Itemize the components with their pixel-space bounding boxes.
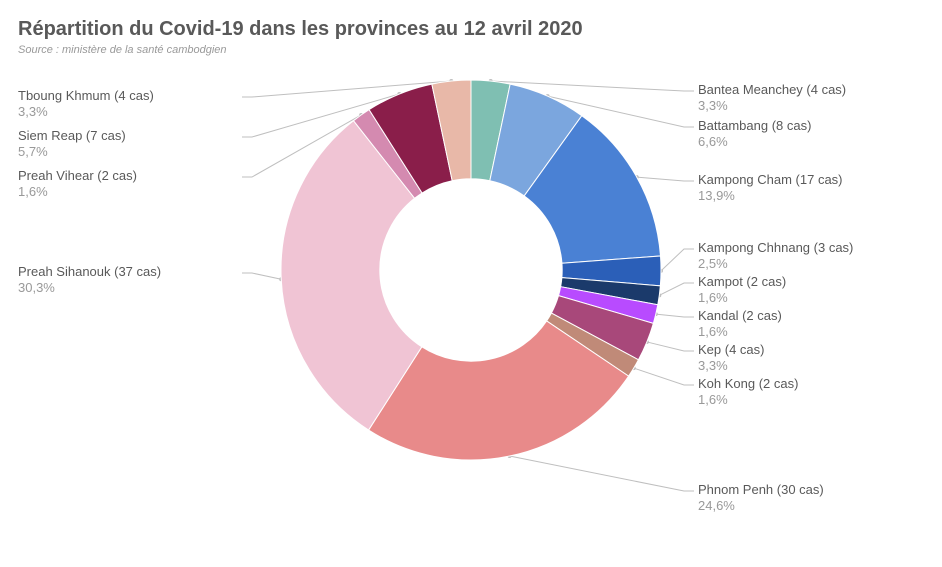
donut-chart <box>271 70 671 470</box>
label-kchhnang: Kampong Chhnang (3 cas)2,5% <box>698 240 853 273</box>
label-pct: 13,9% <box>698 188 843 204</box>
label-pp: Phnom Penh (30 cas)24,6% <box>698 482 824 515</box>
label-pct: 1,6% <box>698 392 798 408</box>
label-pct: 3,3% <box>698 358 764 374</box>
label-psihanouk: Preah Sihanouk (37 cas)30,3% <box>18 264 238 297</box>
label-pct: 1,6% <box>698 324 782 340</box>
label-siemreap: Siem Reap (7 cas)5,7% <box>18 128 238 161</box>
label-name: Preah Vihear (2 cas) <box>18 168 238 184</box>
label-kep: Kep (4 cas)3,3% <box>698 342 764 375</box>
label-kampot: Kampot (2 cas)1,6% <box>698 274 786 307</box>
label-name: Koh Kong (2 cas) <box>698 376 798 392</box>
label-pct: 30,3% <box>18 280 238 296</box>
label-pct: 3,3% <box>18 104 238 120</box>
label-name: Phnom Penh (30 cas) <box>698 482 824 498</box>
label-name: Kampong Cham (17 cas) <box>698 172 843 188</box>
label-bantea: Bantea Meanchey (4 cas)3,3% <box>698 82 846 115</box>
label-kandal: Kandal (2 cas)1,6% <box>698 308 782 341</box>
label-pct: 5,7% <box>18 144 238 160</box>
label-name: Battambang (8 cas) <box>698 118 811 134</box>
label-pct: 1,6% <box>18 184 238 200</box>
label-pct: 24,6% <box>698 498 824 514</box>
label-pct: 3,3% <box>698 98 846 114</box>
label-name: Siem Reap (7 cas) <box>18 128 238 144</box>
label-name: Tboung Khmum (4 cas) <box>18 88 238 104</box>
label-battambang: Battambang (8 cas)6,6% <box>698 118 811 151</box>
label-name: Kep (4 cas) <box>698 342 764 358</box>
label-pvihear: Preah Vihear (2 cas)1,6% <box>18 168 238 201</box>
label-name: Kandal (2 cas) <box>698 308 782 324</box>
chart-source: Source : ministère de la santé cambodgie… <box>18 44 227 56</box>
label-pct: 1,6% <box>698 290 786 306</box>
label-kohkong: Koh Kong (2 cas)1,6% <box>698 376 798 409</box>
label-pct: 6,6% <box>698 134 811 150</box>
label-name: Kampong Chhnang (3 cas) <box>698 240 853 256</box>
label-pct: 2,5% <box>698 256 853 272</box>
label-name: Preah Sihanouk (37 cas) <box>18 264 238 280</box>
chart-title: Répartition du Covid-19 dans les provinc… <box>18 18 583 41</box>
label-tboung: Tboung Khmum (4 cas)3,3% <box>18 88 238 121</box>
label-name: Bantea Meanchey (4 cas) <box>698 82 846 98</box>
chart-area: Bantea Meanchey (4 cas)3,3%Battambang (8… <box>0 70 942 567</box>
label-name: Kampot (2 cas) <box>698 274 786 290</box>
label-kcham: Kampong Cham (17 cas)13,9% <box>698 172 843 205</box>
